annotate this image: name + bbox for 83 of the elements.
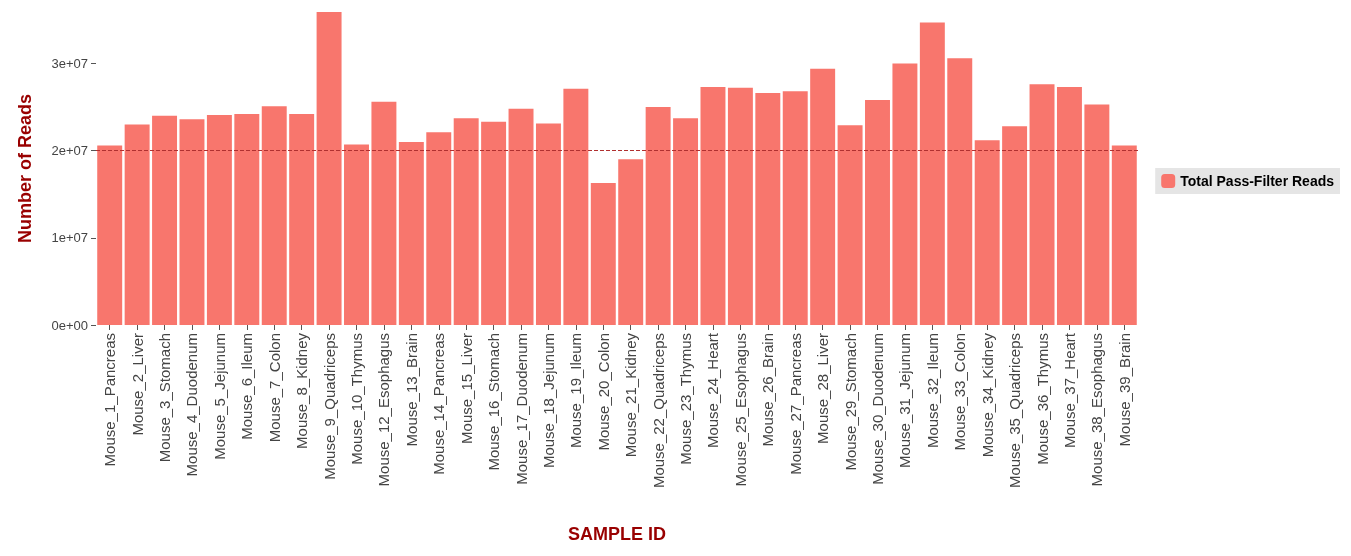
x-tick-label: Mouse_20_Colon [594, 333, 612, 451]
bar [179, 119, 205, 325]
x-tick-label: Mouse_38_Esophagus [1088, 333, 1106, 487]
bar [919, 22, 945, 325]
x-tick-label: Mouse_29_Stomach [841, 333, 859, 471]
x-tick-label: Mouse_6_Ileum [238, 333, 256, 440]
x-tick-label: Mouse_10_Thymus [348, 333, 365, 465]
bar [563, 88, 589, 325]
x-tick-label: Mouse_35_Quadriceps [1006, 333, 1024, 489]
bar [289, 114, 315, 325]
bar [947, 58, 973, 325]
y-tick-label: 0e+00 [51, 317, 88, 333]
x-tick-label: Mouse_14_Pancreas [430, 333, 448, 475]
bar [453, 118, 479, 325]
bar [974, 140, 1000, 325]
bar [1111, 145, 1137, 325]
bar [371, 101, 397, 325]
x-tick-label: Mouse_3_Stomach [156, 333, 174, 463]
bar [426, 132, 452, 325]
x-tick-label: Mouse_1_Pancreas [101, 333, 119, 467]
bar [837, 125, 863, 325]
bar [316, 12, 342, 325]
y-tick-label: 2e+07 [51, 143, 88, 159]
x-tick-label: Mouse_9_Quadriceps [320, 333, 338, 480]
x-tick-label: Mouse_22_Quadriceps [649, 333, 667, 489]
y-tick-label: 3e+07 [51, 55, 88, 71]
x-tick-label: Mouse_24_Heart [704, 332, 722, 449]
x-tick-label: Mouse_18_Jejunum [539, 333, 557, 469]
x-tick-label: Mouse_7_Colon [265, 333, 283, 443]
bar [344, 144, 369, 325]
x-tick-label: Mouse_13_Brain [402, 333, 420, 447]
x-tick-label: Mouse_26_Brain [759, 333, 777, 447]
bar [590, 182, 616, 325]
x-tick-label: Mouse_2_Liver [128, 333, 146, 436]
bar [234, 114, 260, 325]
x-tick-label: Mouse_15_Liver [457, 333, 475, 444]
bar [865, 100, 890, 325]
x-tick-label: Mouse_30_Duodenum [869, 333, 886, 485]
y-axis-title: Number of Reads [15, 93, 35, 244]
legend-label: Total Pass-Filter Reads [1180, 173, 1335, 189]
bar [1084, 104, 1110, 325]
x-tick-label: Mouse_19_Ileum [567, 333, 585, 449]
bar [782, 91, 808, 325]
x-tick-label: Mouse_23_Thymus [677, 333, 695, 465]
x-tick-label: Mouse_34_Kidney [978, 332, 996, 458]
bar [124, 124, 150, 325]
x-tick-label: Mouse_31_Jejunum [896, 333, 914, 469]
x-tick-label: Mouse_12_Esophagus [375, 333, 393, 487]
bar [261, 106, 287, 325]
x-tick-label: Mouse_16_Stomach [485, 333, 503, 471]
bar [892, 63, 918, 325]
x-tick-label: Mouse_27_Pancreas [786, 333, 804, 475]
x-tick-label: Mouse_4_Duodenum [183, 333, 201, 477]
bar [152, 115, 178, 325]
x-tick-label: Mouse_28_Liver [814, 333, 832, 444]
x-tick-label: Mouse_17_Duodenum [512, 333, 530, 485]
bar [618, 159, 644, 325]
x-tick-label: Mouse_33_Colon [951, 333, 969, 451]
y-tick-label: 1e+07 [51, 230, 88, 246]
bar [97, 145, 123, 325]
x-tick-label: Mouse_25_Esophagus [731, 333, 749, 487]
x-tick-label: Mouse_36_Thymus [1033, 333, 1051, 465]
bar [727, 87, 753, 325]
bar [508, 108, 534, 325]
bar [673, 118, 699, 325]
bar [1002, 126, 1028, 325]
x-tick-label: Mouse_5_Jejunum [210, 333, 228, 460]
bar [206, 114, 232, 325]
bar [1056, 86, 1082, 325]
bar [481, 121, 507, 325]
x-tick-label: Mouse_8_Kidney [293, 332, 311, 449]
x-tick-label: Mouse_21_Kidney [622, 332, 640, 458]
x-tick-label: Mouse_39_Brain [1115, 333, 1133, 447]
bar [535, 123, 561, 325]
x-tick-label: Mouse_37_Heart [1060, 332, 1078, 449]
x-axis-title: SAMPLE ID [567, 524, 667, 544]
x-tick-label: Mouse_32_Ileum [923, 333, 941, 449]
bar [398, 141, 424, 325]
bar [755, 93, 781, 325]
bar [700, 86, 726, 325]
bar [645, 107, 671, 325]
bar [1029, 84, 1055, 325]
bar [810, 68, 836, 325]
